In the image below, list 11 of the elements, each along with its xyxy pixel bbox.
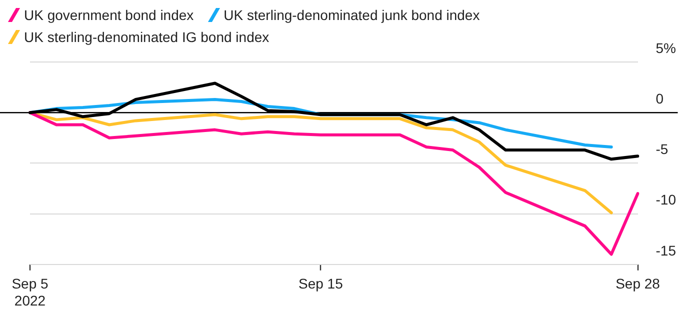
x-tick-label: Sep 15 — [298, 276, 344, 292]
x-tick-label: Sep 28 — [616, 276, 660, 292]
y-tick-label: 0 — [656, 90, 664, 106]
y-tick-label: 5% — [656, 40, 676, 56]
y-tick-label: -5 — [656, 141, 668, 158]
y-tick-label: -15 — [656, 242, 676, 258]
legend-label: UK sterling-denominated IG bond index — [24, 29, 270, 45]
x-tick-label: Sep 5 2022 — [12, 276, 49, 308]
y-tick-label: -10 — [656, 192, 676, 208]
legend-label: UK government bond index — [24, 7, 194, 23]
legend-label: UK sterling-denominated junk bond index — [224, 7, 480, 23]
